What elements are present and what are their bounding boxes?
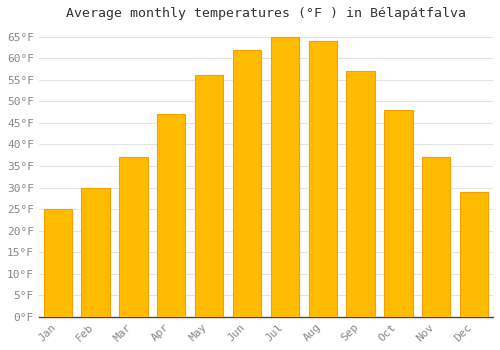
Title: Average monthly temperatures (°F ) in Bélapátfalva: Average monthly temperatures (°F ) in Bé… xyxy=(66,7,466,20)
Bar xyxy=(119,158,148,317)
Bar xyxy=(82,188,110,317)
Bar xyxy=(270,37,299,317)
Bar xyxy=(384,110,412,317)
Bar xyxy=(233,50,261,317)
Bar xyxy=(157,114,186,317)
Bar xyxy=(346,71,375,317)
Bar xyxy=(308,41,337,317)
Bar xyxy=(44,209,72,317)
Bar xyxy=(422,158,450,317)
Bar xyxy=(195,76,224,317)
Bar xyxy=(460,192,488,317)
